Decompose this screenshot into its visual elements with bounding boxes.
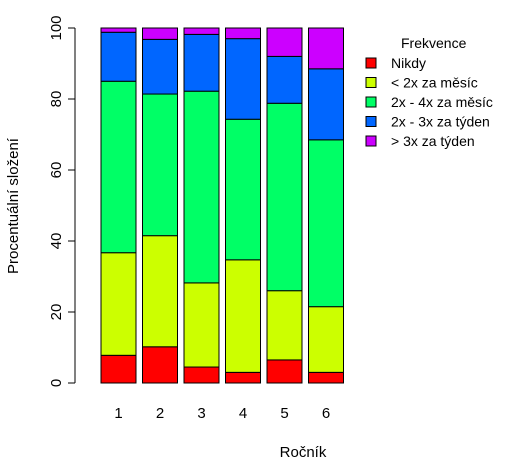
bar-segment-2 <box>100 252 137 356</box>
bar-segment-3 <box>183 90 220 284</box>
bar-segment-3 <box>308 139 344 308</box>
bar-segment-2 <box>142 235 178 348</box>
bar-segment-2 <box>266 290 303 361</box>
legend-label: 2x - 4x za měsíc <box>391 94 493 110</box>
x-tick-label: 6 <box>322 405 330 422</box>
y-tick-label: 40 <box>48 233 65 250</box>
legend: Frekvence Nikdy < 2x za měsíc 2x - 4x za m… <box>365 35 493 149</box>
bar-segment-5 <box>183 27 220 35</box>
x-tick-label: 3 <box>197 405 205 422</box>
legend-title: Frekvence <box>401 35 467 51</box>
legend-swatch <box>365 77 377 88</box>
bar-segment-2 <box>308 306 344 373</box>
bar-segment-3 <box>225 118 261 261</box>
bar-stack-6 <box>308 27 344 384</box>
y-tick-label: 20 <box>48 304 65 321</box>
bar-segment-4 <box>266 55 303 104</box>
x-tick-label: 5 <box>280 405 288 422</box>
bar-segment-3 <box>266 102 303 292</box>
bar-segment-5 <box>308 27 344 70</box>
bar-segment-2 <box>225 259 261 373</box>
bar-segment-1 <box>308 371 344 384</box>
bar-segment-1 <box>100 354 137 384</box>
y-tick-label: 100 <box>48 15 65 40</box>
bar-segment-1 <box>183 366 220 384</box>
legend-swatch <box>365 96 377 108</box>
bar-segment-1 <box>266 359 303 384</box>
bar-segment-5 <box>142 27 178 40</box>
bar-segment-5 <box>225 27 261 40</box>
x-axis-label: Ročník <box>280 444 327 461</box>
bar-segment-4 <box>142 38 178 95</box>
y-axis: 0 20 40 60 80 100 <box>48 15 76 387</box>
bar-stack-2 <box>142 27 178 384</box>
y-tick-label: 80 <box>48 91 65 108</box>
legend-label: < 2x za měsíc <box>391 75 478 91</box>
y-tick-label: 0 <box>48 379 65 387</box>
bar-segment-2 <box>183 282 220 368</box>
bar-stack-4 <box>225 27 261 384</box>
x-tick-label: 1 <box>114 405 122 422</box>
legend-label: > 3x za týden <box>391 133 475 149</box>
bar-segment-5 <box>266 27 303 57</box>
bar-segment-3 <box>100 80 137 254</box>
x-tick-label: 2 <box>156 405 164 422</box>
bar-segment-4 <box>183 33 220 92</box>
x-tick-label: 4 <box>239 405 247 422</box>
bar-segment-5 <box>100 27 137 33</box>
y-tick-label: 60 <box>48 162 65 179</box>
bar-segment-1 <box>142 346 178 384</box>
bar-segment-4 <box>100 31 137 82</box>
bar-stack-3 <box>183 27 220 384</box>
bars <box>100 27 344 384</box>
bar-segment-4 <box>308 68 344 141</box>
legend-label: 2x - 3x za týden <box>391 114 490 130</box>
y-axis-label: Procentuální složení <box>5 137 22 274</box>
x-axis: 1 2 3 4 5 6 <box>114 405 330 422</box>
bar-segment-4 <box>225 38 261 120</box>
bar-stack-5 <box>266 27 303 384</box>
bar-segment-1 <box>225 371 261 384</box>
bar-segment-3 <box>142 93 178 237</box>
legend-label: Nikdy <box>391 55 426 71</box>
legend-swatch <box>365 57 377 69</box>
bar-stack-1 <box>100 27 137 384</box>
legend-swatch <box>365 135 377 147</box>
legend-swatch <box>365 116 377 127</box>
